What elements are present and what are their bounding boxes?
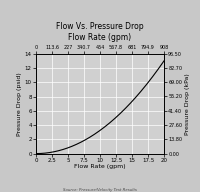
Y-axis label: Pressure Drop (psid): Pressure Drop (psid) bbox=[17, 72, 22, 136]
Y-axis label: Pressure Drop (kPa): Pressure Drop (kPa) bbox=[185, 73, 190, 135]
X-axis label: Flow Rate (gpm): Flow Rate (gpm) bbox=[74, 164, 126, 169]
Text: Source: Pressure/Velocity Test Results: Source: Pressure/Velocity Test Results bbox=[63, 188, 137, 192]
Title: Flow Vs. Pressure Drop
Flow Rate (gpm): Flow Vs. Pressure Drop Flow Rate (gpm) bbox=[56, 22, 144, 42]
